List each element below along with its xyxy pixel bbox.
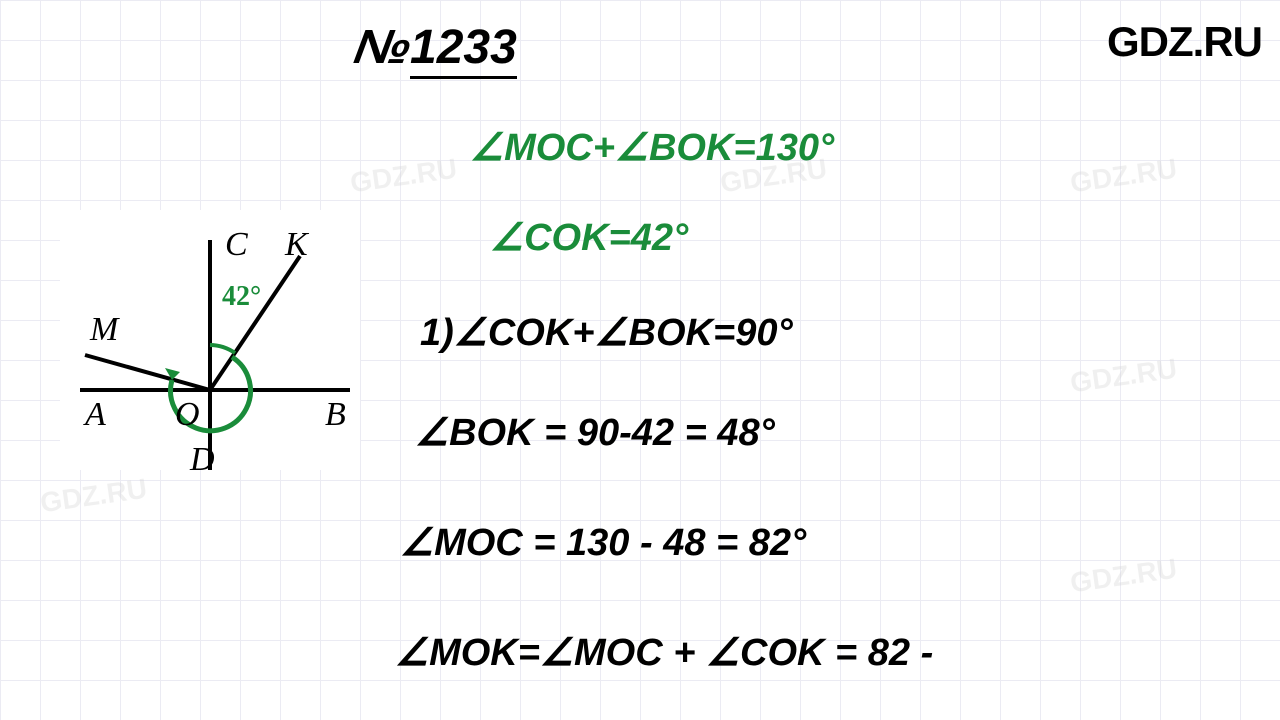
ray-om xyxy=(85,355,210,390)
solution-line-4: ∠MOK=∠MOC + ∠COK = 82 - xyxy=(395,630,933,675)
diagram-svg: C K M A O B D 42° xyxy=(60,210,360,480)
label-d: D xyxy=(189,441,215,478)
ray-ok xyxy=(210,256,300,390)
label-o: O xyxy=(175,396,200,433)
label-c: C xyxy=(225,226,248,263)
geometry-diagram: C K M A O B D 42° xyxy=(60,210,360,470)
label-angle-42: 42° xyxy=(222,281,261,312)
arc-cok xyxy=(210,345,235,353)
solution-line-3: ∠MOC = 130 - 48 = 82° xyxy=(400,520,806,565)
label-k: K xyxy=(284,226,310,263)
solution-line-1: 1)∠COK+∠BOK=90° xyxy=(420,310,793,355)
given-equation-2: ∠COK=42° xyxy=(490,215,688,260)
label-m: M xyxy=(89,311,120,348)
given-equation-1: ∠MOC+∠BOK=130° xyxy=(470,125,834,170)
label-a: A xyxy=(83,396,106,433)
solution-line-2: ∠BOK = 90-42 = 48° xyxy=(415,410,775,455)
site-logo: GDZ.RU xyxy=(1107,18,1262,66)
label-b: B xyxy=(325,396,346,433)
problem-number: №№12331233 xyxy=(355,20,517,75)
